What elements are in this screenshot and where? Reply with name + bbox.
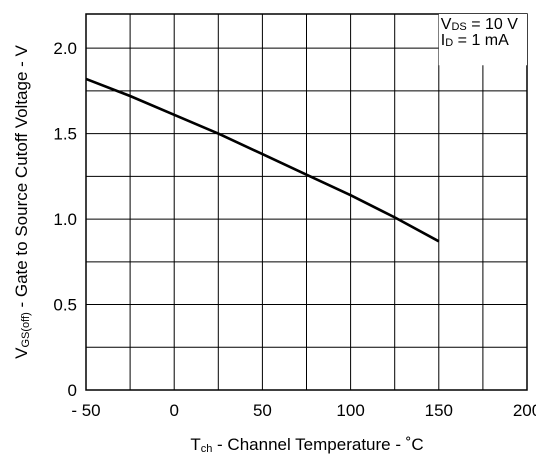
- y-axis-label: VGS(off) - Gate to Source Cutoff Voltage…: [12, 44, 32, 358]
- y-axis-symbol: V: [12, 347, 31, 359]
- y-tick-label: 1.0: [53, 210, 77, 229]
- annotation-symbol: I: [441, 32, 445, 49]
- x-axis-label: Tch - Channel Temperature - ˚C: [190, 435, 423, 455]
- x-axis-text: - Channel Temperature - ˚C: [212, 435, 423, 454]
- annotation-value: = 1 mA: [453, 32, 509, 49]
- annotation-subscript: DS: [451, 21, 466, 33]
- x-axis-symbol: T: [190, 435, 200, 454]
- annotation-symbol: V: [441, 16, 452, 33]
- y-tick-label: 0: [68, 381, 77, 400]
- plot-frame: [85, 13, 528, 391]
- annotation-text: ID = 1 mA: [441, 32, 509, 49]
- x-tick-label: 0: [169, 401, 178, 420]
- x-tick-label: - 50: [71, 401, 100, 420]
- series-line: [85, 77, 440, 243]
- annotation-text: VDS = 10 V: [441, 16, 518, 33]
- y-axis-subscript: GS(off): [20, 312, 32, 347]
- x-axis-subscript: ch: [201, 443, 213, 455]
- annotation-value: = 10 V: [467, 16, 518, 33]
- x-tick-label: 50: [253, 401, 272, 420]
- y-tick-label: 0.5: [53, 296, 77, 315]
- x-tick-label: 150: [425, 401, 453, 420]
- y-tick-label: 2.0: [53, 39, 77, 58]
- annotation-box: [438, 14, 527, 66]
- y-axis-text: - Gate to Source Cutoff Voltage - V: [12, 44, 31, 312]
- y-tick-label: 1.5: [53, 125, 77, 144]
- x-tick-label: 200: [513, 401, 536, 420]
- x-tick-label: 100: [336, 401, 364, 420]
- annotation-subscript: D: [445, 37, 453, 49]
